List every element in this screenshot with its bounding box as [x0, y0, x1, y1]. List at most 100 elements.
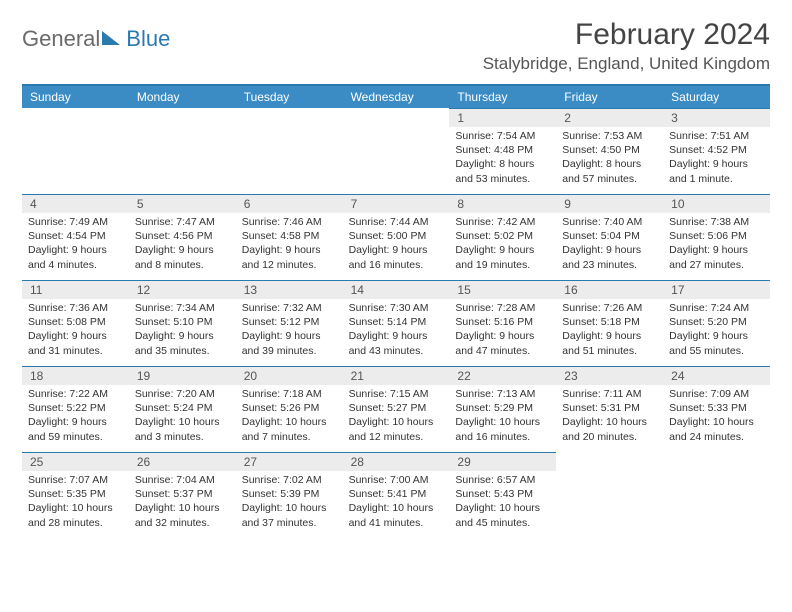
day-details: Sunrise: 7:51 AMSunset: 4:52 PMDaylight:… [669, 129, 764, 186]
calendar-cell: 20Sunrise: 7:18 AMSunset: 5:26 PMDayligh… [236, 366, 343, 452]
calendar-cell: 25Sunrise: 7:07 AMSunset: 5:35 PMDayligh… [22, 452, 129, 538]
day-details: Sunrise: 7:34 AMSunset: 5:10 PMDaylight:… [135, 301, 230, 358]
day-details: Sunrise: 7:15 AMSunset: 5:27 PMDaylight:… [349, 387, 444, 444]
calendar-cell: 15 Sunrise: 7:28 AMSunset: 5:16 PMDayligh… [449, 280, 556, 366]
day-details: Sunrise: 7:40 AMSunset: 5:04 PMDaylight:… [562, 215, 657, 272]
day-details: Sunrise: 7:24 AMSunset: 5:20 PMDaylight:… [669, 301, 764, 358]
day-number: 12 [129, 281, 236, 299]
calendar-cell: 19 Sunrise: 7:20 AMSunset: 5:24 PMDayligh… [129, 366, 236, 452]
weekday-header: Thursday [449, 86, 556, 108]
calendar-cell: 26 Sunrise: 7:04 AMSunset: 5:37 PMDayligh… [129, 452, 236, 538]
calendar-cell: 13 Sunrise: 7:32 AMSunset: 5:12 PMDayligh… [236, 280, 343, 366]
calendar-cell: 6Sunrise: 7:46 AMSunset: 4:58 PMDaylight… [236, 194, 343, 280]
header: General Blue February 2024 Stalybridge, … [22, 18, 770, 74]
calendar-cell: 2 Sunrise: 7:53 AMSunset: 4:50 PMDaylight… [556, 108, 663, 194]
calendar-cell-empty [663, 452, 770, 538]
day-details: Sunrise: 7:11 AMSunset: 5:31 PMDaylight:… [562, 387, 657, 444]
calendar-cell: 17 Sunrise: 7:24 AMSunset: 5:20 PMDayligh… [663, 280, 770, 366]
day-details: Sunrise: 7:20 AMSunset: 5:24 PMDaylight:… [135, 387, 230, 444]
day-number: 8 [449, 195, 556, 213]
day-number: 15 [449, 281, 556, 299]
calendar-cell: 22 Sunrise: 7:13 AMSunset: 5:29 PMDayligh… [449, 366, 556, 452]
day-number: 5 [129, 195, 236, 213]
day-number: 6 [236, 195, 343, 213]
calendar-cell: 8 Sunrise: 7:42 AMSunset: 5:02 PMDaylight… [449, 194, 556, 280]
day-details: Sunrise: 7:00 AMSunset: 5:41 PMDaylight:… [349, 473, 444, 530]
day-details: Sunrise: 7:54 AMSunset: 4:48 PMDaylight:… [455, 129, 550, 186]
page-title: February 2024 [483, 18, 770, 52]
brand-triangle-icon [102, 31, 120, 45]
day-number: 27 [236, 453, 343, 471]
day-number: 24 [663, 367, 770, 385]
day-number: 21 [343, 367, 450, 385]
day-details: Sunrise: 7:02 AMSunset: 5:39 PMDaylight:… [242, 473, 337, 530]
day-details: Sunrise: 7:53 AMSunset: 4:50 PMDaylight:… [562, 129, 657, 186]
day-details: Sunrise: 6:57 AMSunset: 5:43 PMDaylight:… [455, 473, 550, 530]
day-number: 4 [22, 195, 129, 213]
calendar-cell: 4Sunrise: 7:49 AMSunset: 4:54 PMDaylight… [22, 194, 129, 280]
day-details: Sunrise: 7:18 AMSunset: 5:26 PMDaylight:… [242, 387, 337, 444]
calendar-cell-empty [343, 108, 450, 194]
day-number: 29 [449, 453, 556, 471]
calendar-cell-empty [129, 108, 236, 194]
day-number: 11 [22, 281, 129, 299]
day-details: Sunrise: 7:36 AMSunset: 5:08 PMDaylight:… [28, 301, 123, 358]
day-number: 17 [663, 281, 770, 299]
weekday-header: Friday [556, 86, 663, 108]
brand-logo: General Blue [22, 18, 170, 52]
day-details: Sunrise: 7:38 AMSunset: 5:06 PMDaylight:… [669, 215, 764, 272]
day-details: Sunrise: 7:42 AMSunset: 5:02 PMDaylight:… [455, 215, 550, 272]
calendar-cell-empty [22, 108, 129, 194]
day-number: 1 [449, 109, 556, 127]
brand-text-2: Blue [126, 26, 170, 52]
weekday-header: Wednesday [343, 86, 450, 108]
calendar-cell-empty [236, 108, 343, 194]
title-block: February 2024 Stalybridge, England, Unit… [483, 18, 770, 74]
calendar-cell: 14 Sunrise: 7:30 AMSunset: 5:14 PMDayligh… [343, 280, 450, 366]
day-details: Sunrise: 7:09 AMSunset: 5:33 PMDaylight:… [669, 387, 764, 444]
day-details: Sunrise: 7:44 AMSunset: 5:00 PMDaylight:… [349, 215, 444, 272]
day-details: Sunrise: 7:47 AMSunset: 4:56 PMDaylight:… [135, 215, 230, 272]
calendar-cell: 12 Sunrise: 7:34 AMSunset: 5:10 PMDayligh… [129, 280, 236, 366]
calendar-cell: 16 Sunrise: 7:26 AMSunset: 5:18 PMDayligh… [556, 280, 663, 366]
calendar-cell: 7 Sunrise: 7:44 AMSunset: 5:00 PMDaylight… [343, 194, 450, 280]
day-number: 3 [663, 109, 770, 127]
calendar-cell-empty [556, 452, 663, 538]
day-details: Sunrise: 7:07 AMSunset: 5:35 PMDaylight:… [28, 473, 123, 530]
day-details: Sunrise: 7:22 AMSunset: 5:22 PMDaylight:… [28, 387, 123, 444]
day-number: 7 [343, 195, 450, 213]
day-number: 26 [129, 453, 236, 471]
day-details: Sunrise: 7:04 AMSunset: 5:37 PMDaylight:… [135, 473, 230, 530]
day-number: 16 [556, 281, 663, 299]
calendar-grid: 1 Sunrise: 7:54 AMSunset: 4:48 PMDaylight… [22, 108, 770, 538]
day-number: 14 [343, 281, 450, 299]
day-details: Sunrise: 7:26 AMSunset: 5:18 PMDaylight:… [562, 301, 657, 358]
calendar-cell: 10 Sunrise: 7:38 AMSunset: 5:06 PMDayligh… [663, 194, 770, 280]
day-details: Sunrise: 7:13 AMSunset: 5:29 PMDaylight:… [455, 387, 550, 444]
day-details: Sunrise: 7:32 AMSunset: 5:12 PMDaylight:… [242, 301, 337, 358]
weekday-header: Tuesday [236, 86, 343, 108]
weekday-header: Saturday [663, 86, 770, 108]
day-number: 19 [129, 367, 236, 385]
weekday-header: Monday [129, 86, 236, 108]
calendar-cell: 3 Sunrise: 7:51 AMSunset: 4:52 PMDaylight… [663, 108, 770, 194]
calendar-cell: 9Sunrise: 7:40 AMSunset: 5:04 PMDaylight… [556, 194, 663, 280]
day-details: Sunrise: 7:28 AMSunset: 5:16 PMDaylight:… [455, 301, 550, 358]
day-number: 13 [236, 281, 343, 299]
calendar-cell: 11 Sunrise: 7:36 AMSunset: 5:08 PMDayligh… [22, 280, 129, 366]
calendar-cell: 23Sunrise: 7:11 AMSunset: 5:31 PMDayligh… [556, 366, 663, 452]
day-number: 28 [343, 453, 450, 471]
calendar-cell: 18 Sunrise: 7:22 AMSunset: 5:22 PMDayligh… [22, 366, 129, 452]
calendar-cell: 27 Sunrise: 7:02 AMSunset: 5:39 PMDayligh… [236, 452, 343, 538]
calendar-cell: 24 Sunrise: 7:09 AMSunset: 5:33 PMDayligh… [663, 366, 770, 452]
day-number: 2 [556, 109, 663, 127]
day-number: 10 [663, 195, 770, 213]
calendar-cell: 28 Sunrise: 7:00 AMSunset: 5:41 PMDayligh… [343, 452, 450, 538]
calendar-cell: 29 Sunrise: 6:57 AMSunset: 5:43 PMDayligh… [449, 452, 556, 538]
day-details: Sunrise: 7:30 AMSunset: 5:14 PMDaylight:… [349, 301, 444, 358]
location-subtitle: Stalybridge, England, United Kingdom [483, 54, 770, 74]
calendar-cell: 1 Sunrise: 7:54 AMSunset: 4:48 PMDaylight… [449, 108, 556, 194]
day-number: 18 [22, 367, 129, 385]
day-number: 22 [449, 367, 556, 385]
calendar-cell: 5 Sunrise: 7:47 AMSunset: 4:56 PMDaylight… [129, 194, 236, 280]
